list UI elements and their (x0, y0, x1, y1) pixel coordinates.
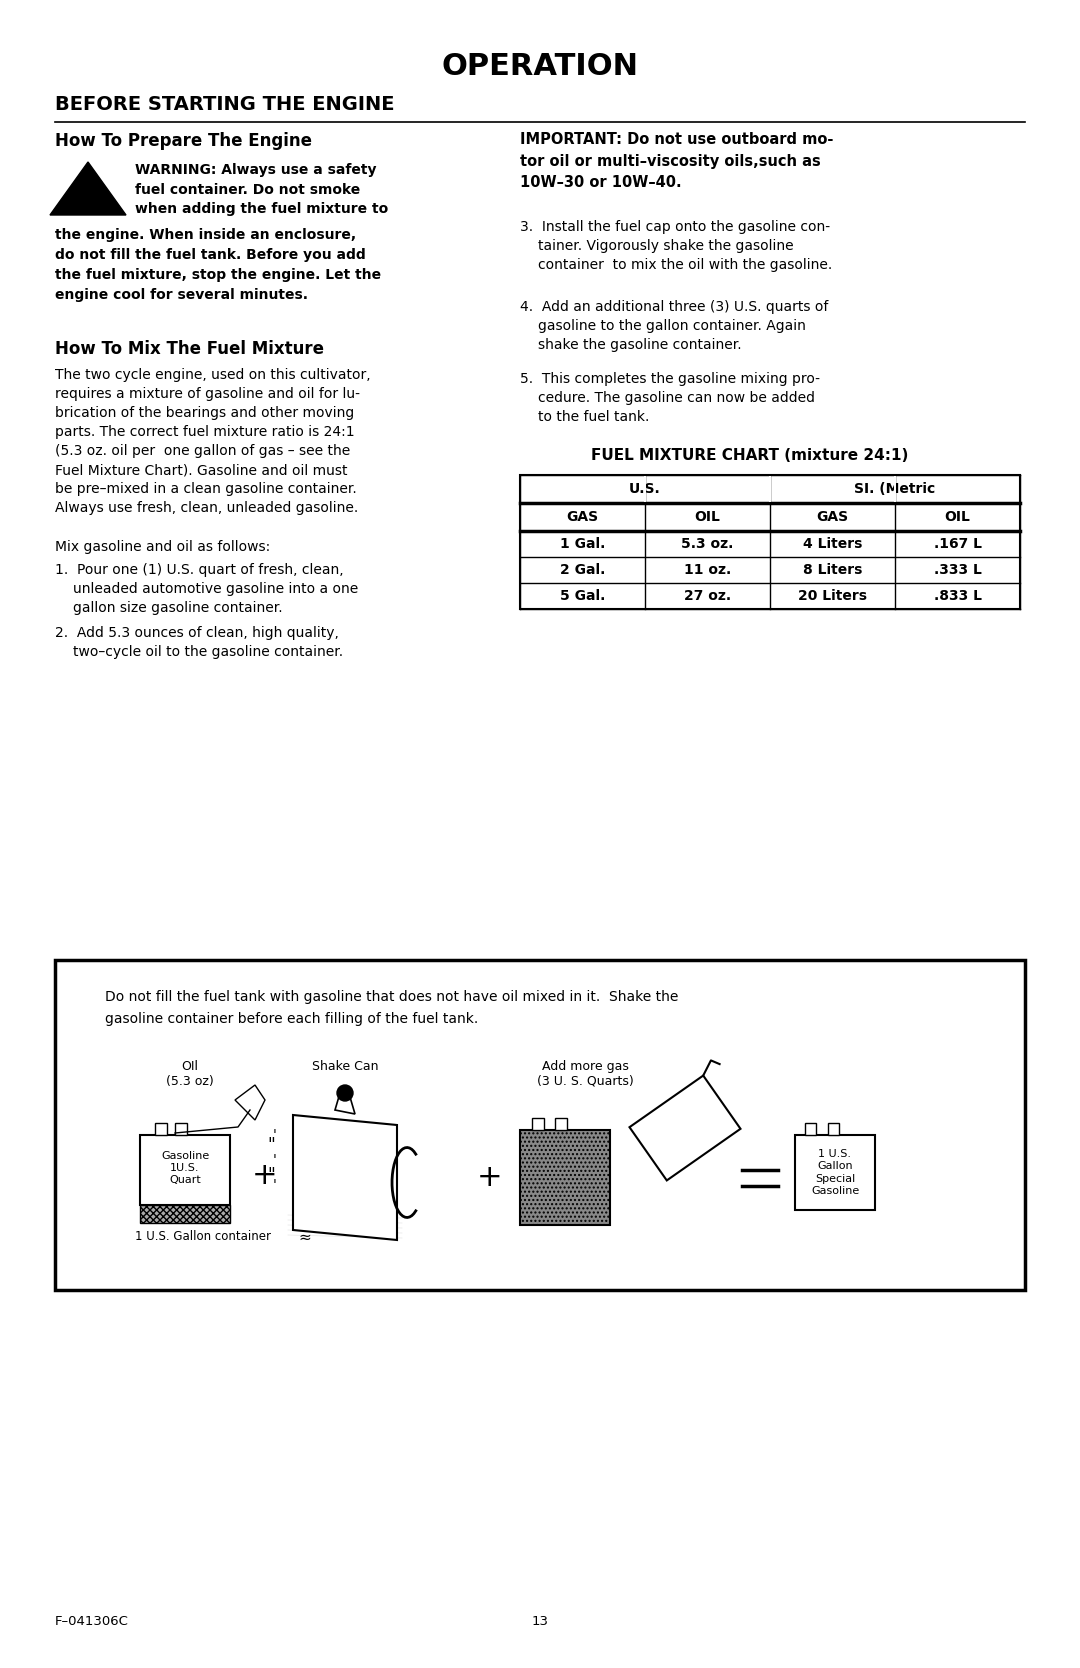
Text: 2 Gal.: 2 Gal. (559, 564, 605, 577)
Bar (156, 1123, 167, 1134)
Text: .333 L: .333 L (933, 564, 982, 577)
Text: The two cycle engine, used on this cultivator,: The two cycle engine, used on this culti… (55, 369, 370, 382)
Text: WARNING: Always use a safety
fuel container. Do not smoke
when adding the fuel m: WARNING: Always use a safety fuel contai… (135, 163, 388, 215)
Bar (555, 1118, 567, 1129)
Text: be pre–mixed in a clean gasoline container.: be pre–mixed in a clean gasoline contain… (55, 482, 356, 495)
Text: tainer. Vigorously shake the gasoline: tainer. Vigorously shake the gasoline (538, 239, 794, 254)
Bar (805, 1123, 816, 1134)
Text: How To Mix The Fuel Mixture: How To Mix The Fuel Mixture (55, 340, 324, 359)
Text: 4 Liters: 4 Liters (802, 537, 862, 550)
Text: 20 Liters: 20 Liters (798, 589, 867, 604)
Text: OIL: OIL (694, 510, 720, 524)
Text: OPERATION: OPERATION (442, 52, 638, 82)
Text: to the fuel tank.: to the fuel tank. (538, 410, 649, 424)
Text: 1 U.S. Gallon container: 1 U.S. Gallon container (135, 1229, 271, 1243)
Text: 1.  Pour one (1) U.S. quart of fresh, clean,: 1. Pour one (1) U.S. quart of fresh, cle… (55, 564, 343, 577)
Circle shape (337, 1084, 353, 1101)
Text: IMPORTANT: Do not use outboard mo-
tor oil or multi–viscosity oils,such as
10W–3: IMPORTANT: Do not use outboard mo- tor o… (519, 132, 834, 190)
Text: requires a mixture of gasoline and oil for lu-: requires a mixture of gasoline and oil f… (55, 387, 360, 400)
Text: +: + (477, 1163, 503, 1193)
Text: 4.  Add an additional three (3) U.S. quarts of: 4. Add an additional three (3) U.S. quar… (519, 300, 828, 314)
Text: ': ' (273, 1153, 276, 1168)
Text: GAS: GAS (816, 510, 849, 524)
Bar (175, 1123, 187, 1134)
Bar (795, 1134, 875, 1209)
Text: gallon size gasoline container.: gallon size gasoline container. (73, 600, 283, 615)
Text: 5.  This completes the gasoline mixing pro-: 5. This completes the gasoline mixing pr… (519, 372, 820, 385)
Text: ": " (267, 1136, 275, 1154)
Text: ': ' (273, 1128, 276, 1143)
Text: parts. The correct fuel mixture ratio is 24:1: parts. The correct fuel mixture ratio is… (55, 425, 354, 439)
Bar (140, 1134, 230, 1204)
Text: the engine. When inside an enclosure,
do not fill the fuel tank. Before you add
: the engine. When inside an enclosure, do… (55, 229, 381, 302)
Text: unleaded automotive gasoline into a one: unleaded automotive gasoline into a one (73, 582, 359, 595)
Text: 1 Gal.: 1 Gal. (559, 537, 605, 550)
Polygon shape (50, 162, 126, 215)
Text: gasoline to the gallon container. Again: gasoline to the gallon container. Again (538, 319, 806, 334)
Text: gasoline container before each filling of the fuel tank.: gasoline container before each filling o… (105, 1012, 478, 1026)
Text: U.S.: U.S. (630, 482, 661, 495)
Text: Shake Can: Shake Can (312, 1059, 378, 1073)
Bar (55, 961, 1025, 1289)
Text: SI. (Metric: SI. (Metric (854, 482, 935, 495)
Text: FUEL MIXTURE CHART (mixture 24:1): FUEL MIXTURE CHART (mixture 24:1) (592, 449, 908, 464)
Text: ": " (267, 1166, 275, 1184)
Text: Fuel Mixture Chart). Gasoline and oil must: Fuel Mixture Chart). Gasoline and oil mu… (55, 464, 348, 477)
Text: shake the gasoline container.: shake the gasoline container. (538, 339, 742, 352)
Polygon shape (335, 1093, 355, 1114)
Polygon shape (293, 1114, 397, 1239)
Text: 5.3 oz.: 5.3 oz. (681, 537, 733, 550)
Text: 1 U.S.
Gallon
Special
Gasoline: 1 U.S. Gallon Special Gasoline (811, 1149, 859, 1196)
Text: Always use fresh, clean, unleaded gasoline.: Always use fresh, clean, unleaded gasoli… (55, 500, 359, 515)
Text: 11 oz.: 11 oz. (684, 564, 731, 577)
Text: How To Prepare The Engine: How To Prepare The Engine (55, 132, 312, 150)
Text: brication of the bearings and other moving: brication of the bearings and other movi… (55, 405, 354, 420)
Text: Do not fill the fuel tank with gasoline that does not have oil mixed in it.  Sha: Do not fill the fuel tank with gasoline … (105, 991, 678, 1004)
Bar (769, 475, 771, 502)
Text: ': ' (273, 1178, 276, 1193)
Text: 13: 13 (531, 1615, 549, 1628)
Text: ≈: ≈ (298, 1229, 311, 1244)
Bar (894, 475, 896, 502)
Text: 27 oz.: 27 oz. (684, 589, 731, 604)
Text: cedure. The gasoline can now be added: cedure. The gasoline can now be added (538, 390, 815, 405)
Text: 3.  Install the fuel cap onto the gasoline con-: 3. Install the fuel cap onto the gasolin… (519, 220, 831, 234)
Bar (644, 475, 646, 502)
Text: Add more gas
(3 U. S. Quarts): Add more gas (3 U. S. Quarts) (537, 1059, 633, 1088)
Polygon shape (630, 1076, 741, 1181)
Bar (532, 1118, 544, 1129)
Bar (519, 475, 1020, 609)
Text: BEFORE STARTING THE ENGINE: BEFORE STARTING THE ENGINE (55, 95, 394, 113)
Text: Gasoline
1U.S.
Quart: Gasoline 1U.S. Quart (161, 1151, 210, 1184)
Text: Mix gasoline and oil as follows:: Mix gasoline and oil as follows: (55, 540, 270, 554)
Text: +: + (253, 1161, 278, 1189)
Text: 5 Gal.: 5 Gal. (559, 589, 605, 604)
Text: OIl
(5.3 oz): OIl (5.3 oz) (166, 1059, 214, 1088)
Text: .833 L: .833 L (933, 589, 982, 604)
Bar (140, 1204, 230, 1223)
Text: .167 L: .167 L (933, 537, 982, 550)
Bar (828, 1123, 839, 1134)
Text: OIL: OIL (945, 510, 971, 524)
Text: F–041306C: F–041306C (55, 1615, 129, 1628)
Polygon shape (235, 1084, 265, 1119)
Bar (519, 1129, 610, 1224)
Text: two–cycle oil to the gasoline container.: two–cycle oil to the gasoline container. (73, 646, 343, 659)
Text: 8 Liters: 8 Liters (802, 564, 862, 577)
Text: container  to mix the oil with the gasoline.: container to mix the oil with the gasoli… (538, 259, 833, 272)
Text: GAS: GAS (566, 510, 598, 524)
Text: 2.  Add 5.3 ounces of clean, high quality,: 2. Add 5.3 ounces of clean, high quality… (55, 626, 339, 641)
Text: !: ! (83, 182, 93, 202)
Text: (5.3 oz. oil per  one gallon of gas – see the: (5.3 oz. oil per one gallon of gas – see… (55, 444, 350, 459)
